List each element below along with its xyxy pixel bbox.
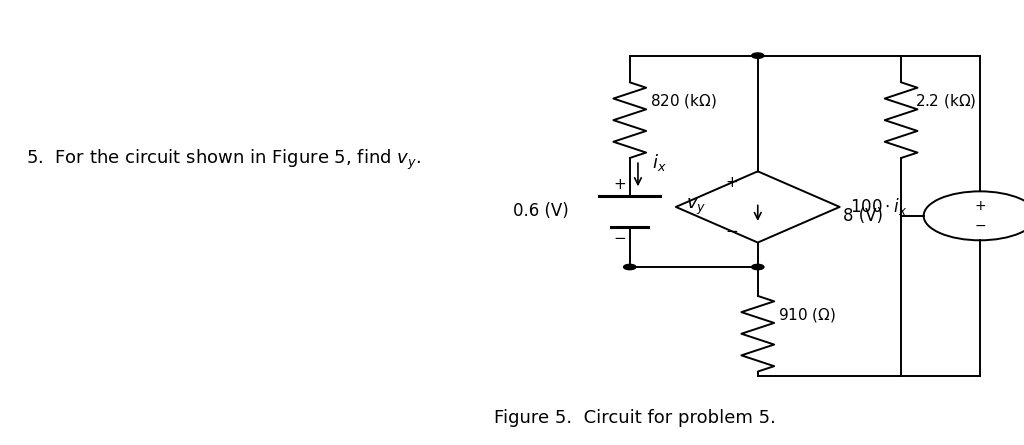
Text: $100 \cdot i_x$: $100 \cdot i_x$ bbox=[850, 196, 907, 218]
Text: 8 (V): 8 (V) bbox=[843, 207, 883, 225]
Text: 5.  For the circuit shown in Figure 5, find $v_y$.: 5. For the circuit shown in Figure 5, fi… bbox=[26, 148, 421, 172]
Text: −: − bbox=[613, 231, 626, 246]
Text: 820 (k$\Omega$): 820 (k$\Omega$) bbox=[650, 93, 717, 110]
Text: $v_y$: $v_y$ bbox=[686, 197, 707, 217]
Text: 910 ($\Omega$): 910 ($\Omega$) bbox=[778, 306, 837, 324]
Circle shape bbox=[624, 264, 636, 270]
Text: −: − bbox=[726, 224, 738, 239]
Text: +: + bbox=[613, 177, 626, 192]
Circle shape bbox=[752, 264, 764, 270]
Text: 2.2 (k$\Omega$): 2.2 (k$\Omega$) bbox=[915, 93, 977, 110]
Text: +: + bbox=[726, 175, 738, 190]
Text: 0.6 (V): 0.6 (V) bbox=[513, 202, 568, 220]
Text: +: + bbox=[974, 199, 986, 213]
Text: Figure 5.  Circuit for problem 5.: Figure 5. Circuit for problem 5. bbox=[494, 409, 776, 427]
Circle shape bbox=[752, 53, 764, 58]
Text: −: − bbox=[974, 218, 986, 233]
Text: $i_x$: $i_x$ bbox=[652, 152, 667, 173]
